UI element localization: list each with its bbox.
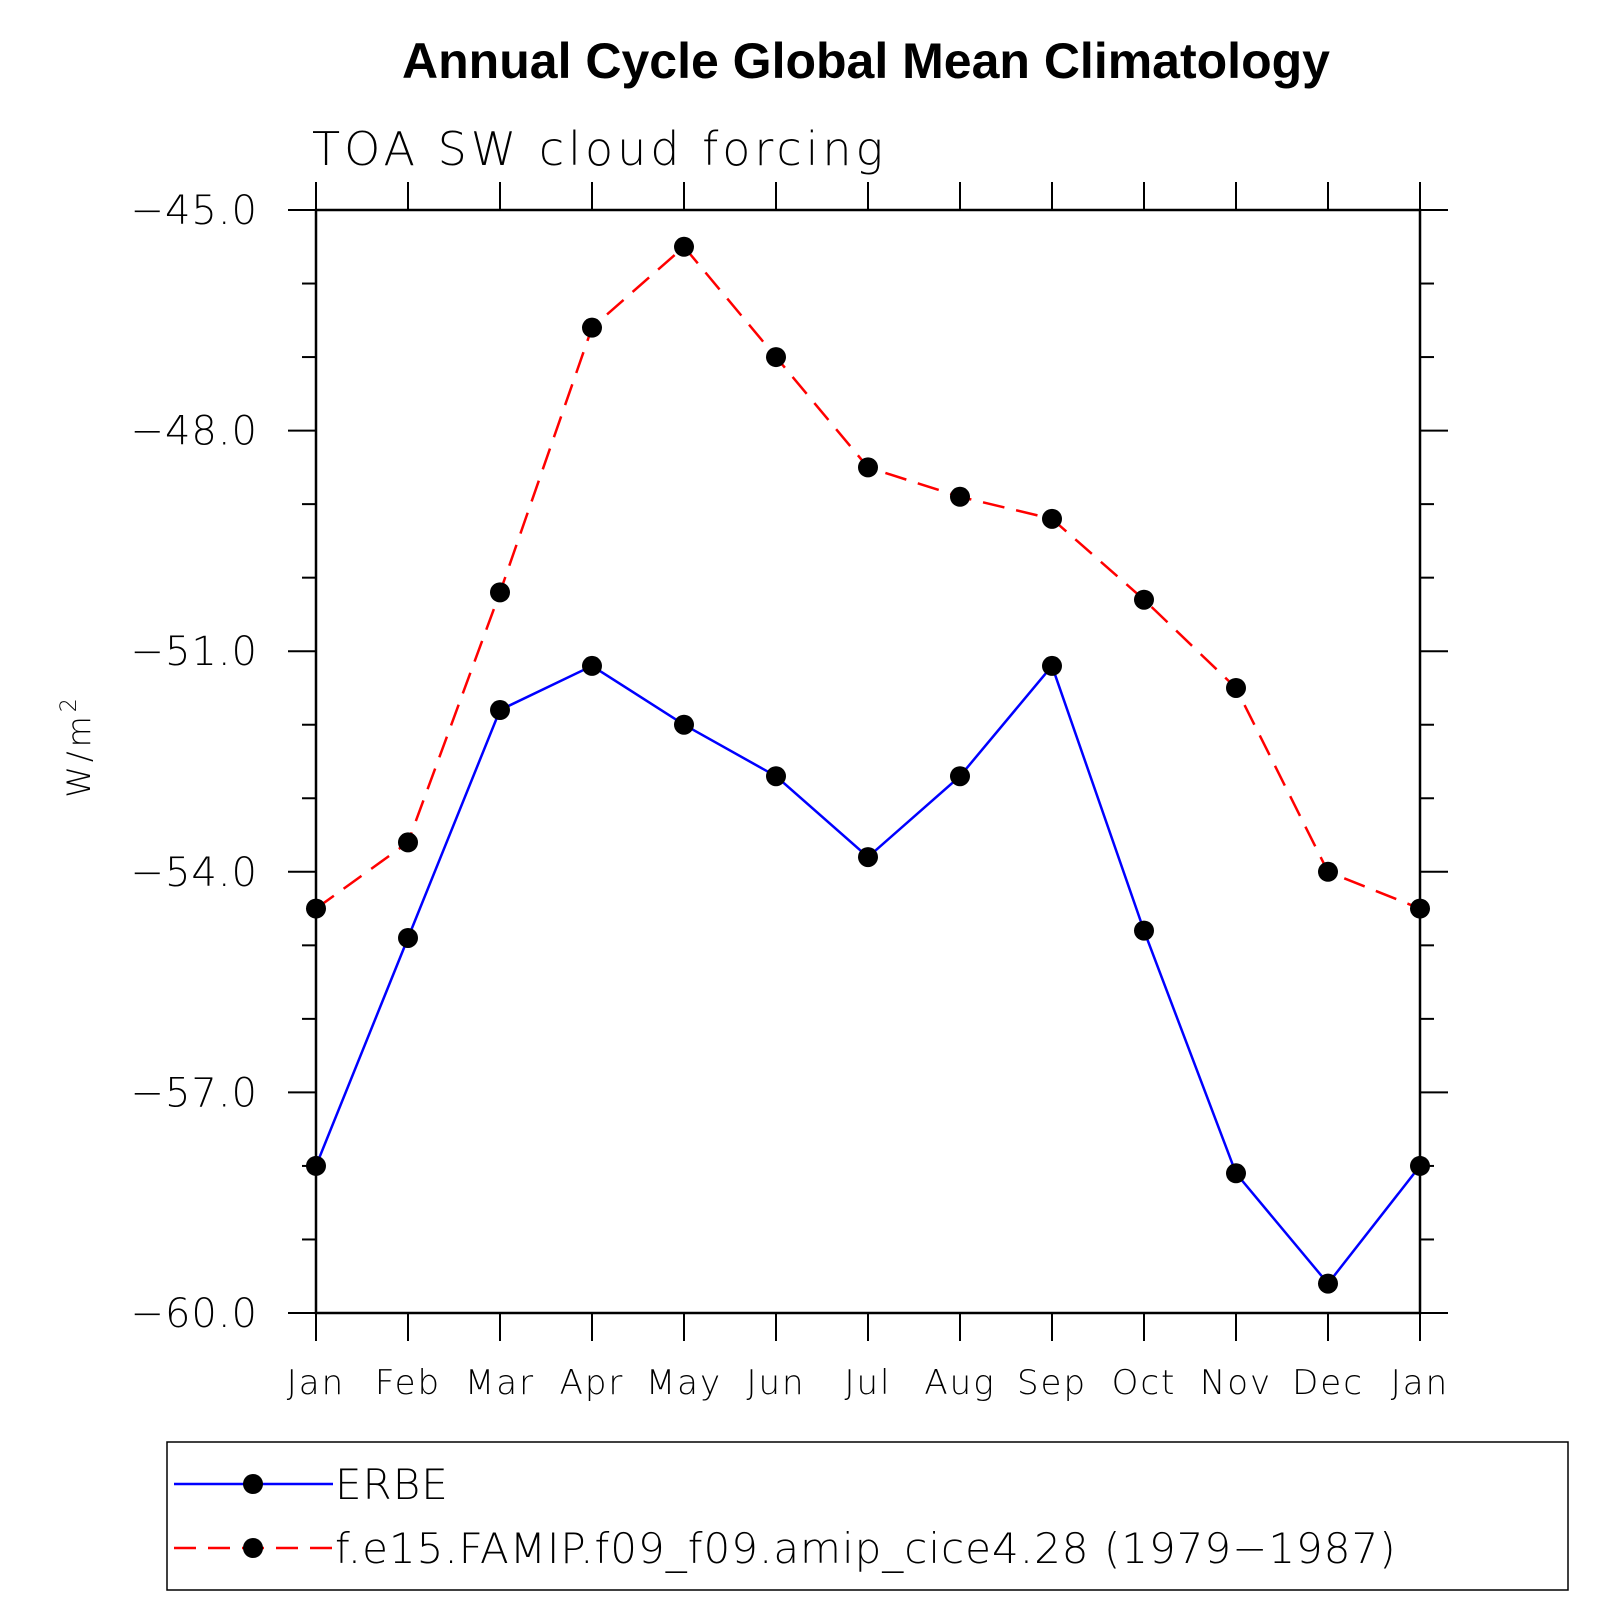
data-point-0: [1134, 920, 1154, 941]
x-tick-label: Feb: [375, 1363, 441, 1403]
x-tick-label: May: [646, 1363, 722, 1403]
plot-frame: [314, 208, 1422, 1315]
y-axis-label-exponent: 2: [57, 694, 82, 712]
data-point-1: [1226, 677, 1246, 698]
data-point-1: [766, 347, 786, 368]
y-axis-label: W/m2: [57, 694, 98, 798]
data-point-1: [950, 486, 970, 507]
data-point-0: [306, 1155, 326, 1176]
x-tick-label: Dec: [1292, 1363, 1364, 1403]
y-tick-label: −51.0: [130, 629, 258, 675]
legend-marker-1: [243, 1538, 263, 1558]
series-0: [306, 655, 1430, 1294]
series-layer: [306, 236, 1430, 1294]
data-point-0: [1318, 1273, 1338, 1294]
data-point-1: [674, 236, 694, 257]
x-tick-label: Jul: [844, 1363, 891, 1403]
data-point-0: [398, 927, 418, 948]
y-tick-label: −54.0: [130, 850, 258, 896]
x-tick-label: Jan: [1391, 1363, 1449, 1403]
y-tick-label: −57.0: [130, 1070, 258, 1116]
x-tick-label: Nov: [1200, 1363, 1272, 1403]
x-tick-label: Aug: [924, 1363, 995, 1403]
data-point-1: [858, 457, 878, 478]
legend-marker-0: [243, 1474, 263, 1494]
data-point-0: [490, 700, 510, 721]
data-point-1: [1042, 508, 1062, 529]
data-point-1: [1318, 861, 1338, 882]
data-point-0: [1410, 1155, 1430, 1176]
series-1: [306, 236, 1430, 919]
x-tick-label: Oct: [1112, 1363, 1177, 1403]
data-point-0: [1042, 655, 1062, 676]
y-axis-label-unit: W/m: [60, 712, 98, 798]
data-point-1: [398, 832, 418, 853]
data-point-1: [490, 582, 510, 603]
data-point-0: [1226, 1163, 1246, 1184]
x-tick-label: Apr: [560, 1363, 625, 1403]
legend-label-0: ERBE: [335, 1460, 449, 1509]
data-point-1: [1134, 589, 1154, 610]
chart-subtitle: TOA SW cloud forcing: [312, 122, 887, 176]
data-point-1: [1410, 898, 1430, 919]
data-point-0: [674, 714, 694, 735]
data-point-1: [306, 898, 326, 919]
legend-label-1: f.e15.FAMIP.f09_f09.amip_cice4.28 (1979−…: [335, 1524, 1397, 1573]
series-line-0: [314, 663, 1421, 1286]
legend-box: [166, 1441, 1569, 1591]
y-tick-label: −60.0: [130, 1291, 258, 1337]
legend: ERBE f.e15.FAMIP.f09_f09.amip_cice4.28 (1…: [166, 1441, 1569, 1591]
data-point-1: [582, 317, 602, 338]
x-tick-label: Jun: [746, 1363, 805, 1403]
data-point-0: [582, 655, 602, 676]
y-tick-label: −45.0: [130, 188, 258, 234]
data-point-0: [858, 847, 878, 868]
data-point-0: [766, 766, 786, 787]
x-tick-label: Sep: [1017, 1363, 1087, 1403]
y-tick-label: −48.0: [130, 409, 258, 455]
chart-title: Annual Cycle Global Mean Climatology: [402, 33, 1330, 89]
series-line-1: [315, 244, 1421, 910]
x-tick-label: Mar: [465, 1363, 535, 1403]
plot-axes: −45.0 −48.0 −51.0 −54.0 −57.0 −60.0 Jan Feb Mar A…: [130, 182, 1449, 1403]
data-point-0: [950, 766, 970, 787]
x-tick-label: Jan: [287, 1363, 345, 1403]
